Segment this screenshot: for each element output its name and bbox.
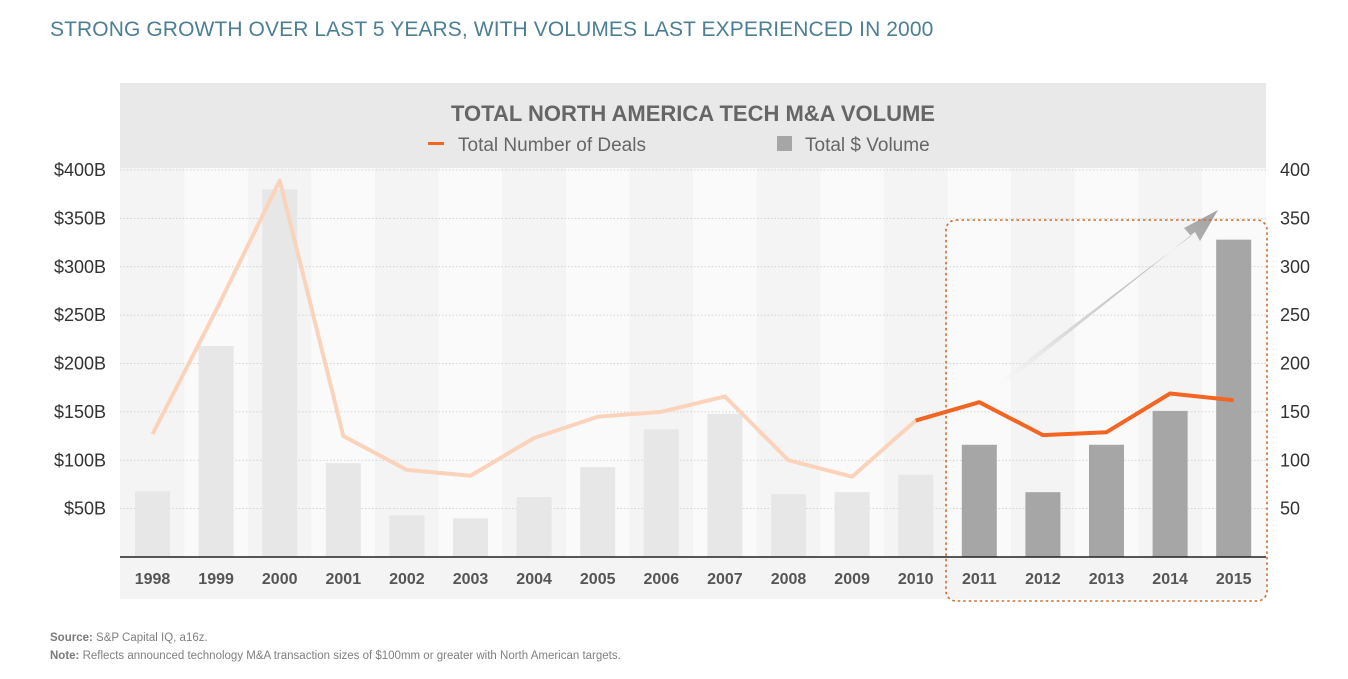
x-tick-2006: 2006: [644, 571, 680, 588]
source-note: Source: S&P Capital IQ, a16z.: [50, 632, 208, 644]
y-left-tick: $300B: [54, 257, 106, 277]
note-label: Note:: [50, 650, 80, 662]
bar-2004: [516, 497, 552, 557]
legend-bar-swatch: [777, 136, 792, 151]
methodology-note: Note: Reflects announced technology M&A …: [50, 650, 621, 662]
x-tick-2012: 2012: [1025, 571, 1061, 588]
x-tick-1998: 1998: [135, 571, 171, 588]
y-right-tick: 200: [1280, 354, 1310, 374]
column-band: [820, 168, 884, 557]
column-band: [438, 168, 503, 557]
highlight-box: [945, 219, 1268, 602]
x-tick-2005: 2005: [580, 571, 616, 588]
y-left-tick: $350B: [54, 208, 106, 228]
x-tick-2002: 2002: [389, 571, 425, 588]
y-left-tick: $100B: [54, 450, 106, 470]
x-tick-2014: 2014: [1152, 571, 1188, 588]
y-right-tick: 250: [1280, 305, 1310, 325]
x-tick-2010: 2010: [898, 571, 934, 588]
x-tick-2004: 2004: [516, 571, 552, 588]
y-left-tick: $400B: [54, 160, 106, 180]
bar-2006: [643, 429, 679, 557]
bar-2008: [771, 494, 806, 557]
bar-2002: [389, 515, 425, 557]
bar-2007: [707, 413, 743, 557]
x-tick-2013: 2013: [1089, 571, 1125, 588]
bar-2009: [834, 492, 870, 557]
y-left-tick: $50B: [64, 499, 106, 519]
y-left-tick: $200B: [54, 354, 106, 374]
growth-arrow: [976, 210, 1218, 404]
x-tick-2015: 2015: [1216, 571, 1252, 588]
bar-2014: [1152, 410, 1188, 557]
legend-bar-label: Total $ Volume: [805, 135, 930, 156]
deals-line-faded: [150, 178, 980, 479]
page-title: STRONG GROWTH OVER LAST 5 YEARS, WITH VO…: [50, 18, 934, 41]
x-tick-2001: 2001: [326, 571, 362, 588]
source-label: Source:: [50, 632, 93, 644]
growth-arrow-shape: [976, 210, 1218, 404]
chart-title: TOTAL NORTH AMERICA TECH M&A VOLUME: [451, 101, 935, 126]
x-tick-2007: 2007: [707, 571, 743, 588]
y-right-tick: 50: [1280, 499, 1300, 519]
x-tick-2003: 2003: [453, 571, 489, 588]
bar-1999: [198, 346, 234, 557]
x-tick-2009: 2009: [834, 571, 870, 588]
bar-2005: [580, 467, 616, 557]
x-tick-2008: 2008: [771, 571, 807, 588]
x-tick-2011: 2011: [962, 571, 997, 588]
bar-2010: [898, 474, 934, 557]
y-right-tick: 300: [1280, 257, 1310, 277]
bar-2011: [961, 444, 997, 557]
y-right-tick: 100: [1280, 450, 1310, 470]
note-text: Reflects announced technology M&A transa…: [82, 650, 621, 662]
legend-line-label: Total Number of Deals: [458, 135, 646, 156]
bar-2012: [1025, 492, 1061, 557]
y-left-tick: $150B: [54, 402, 106, 422]
bar-2003: [453, 518, 488, 557]
bar-2000: [262, 189, 298, 557]
chart-header-band: [120, 83, 1266, 168]
deals-line-highlight: [915, 391, 1234, 438]
bar-1998: [135, 491, 170, 557]
bar-2001: [325, 463, 361, 557]
y-right-tick: 350: [1280, 208, 1310, 228]
y-left-tick: $250B: [54, 305, 106, 325]
y-right-tick: 150: [1280, 402, 1310, 422]
bar-2013: [1089, 444, 1124, 557]
x-tick-2000: 2000: [262, 571, 298, 588]
x-tick-1999: 1999: [198, 571, 234, 588]
y-right-tick: 400: [1280, 160, 1310, 180]
legend-line-swatch: [428, 142, 444, 145]
source-text: S&P Capital IQ, a16z.: [96, 632, 208, 644]
